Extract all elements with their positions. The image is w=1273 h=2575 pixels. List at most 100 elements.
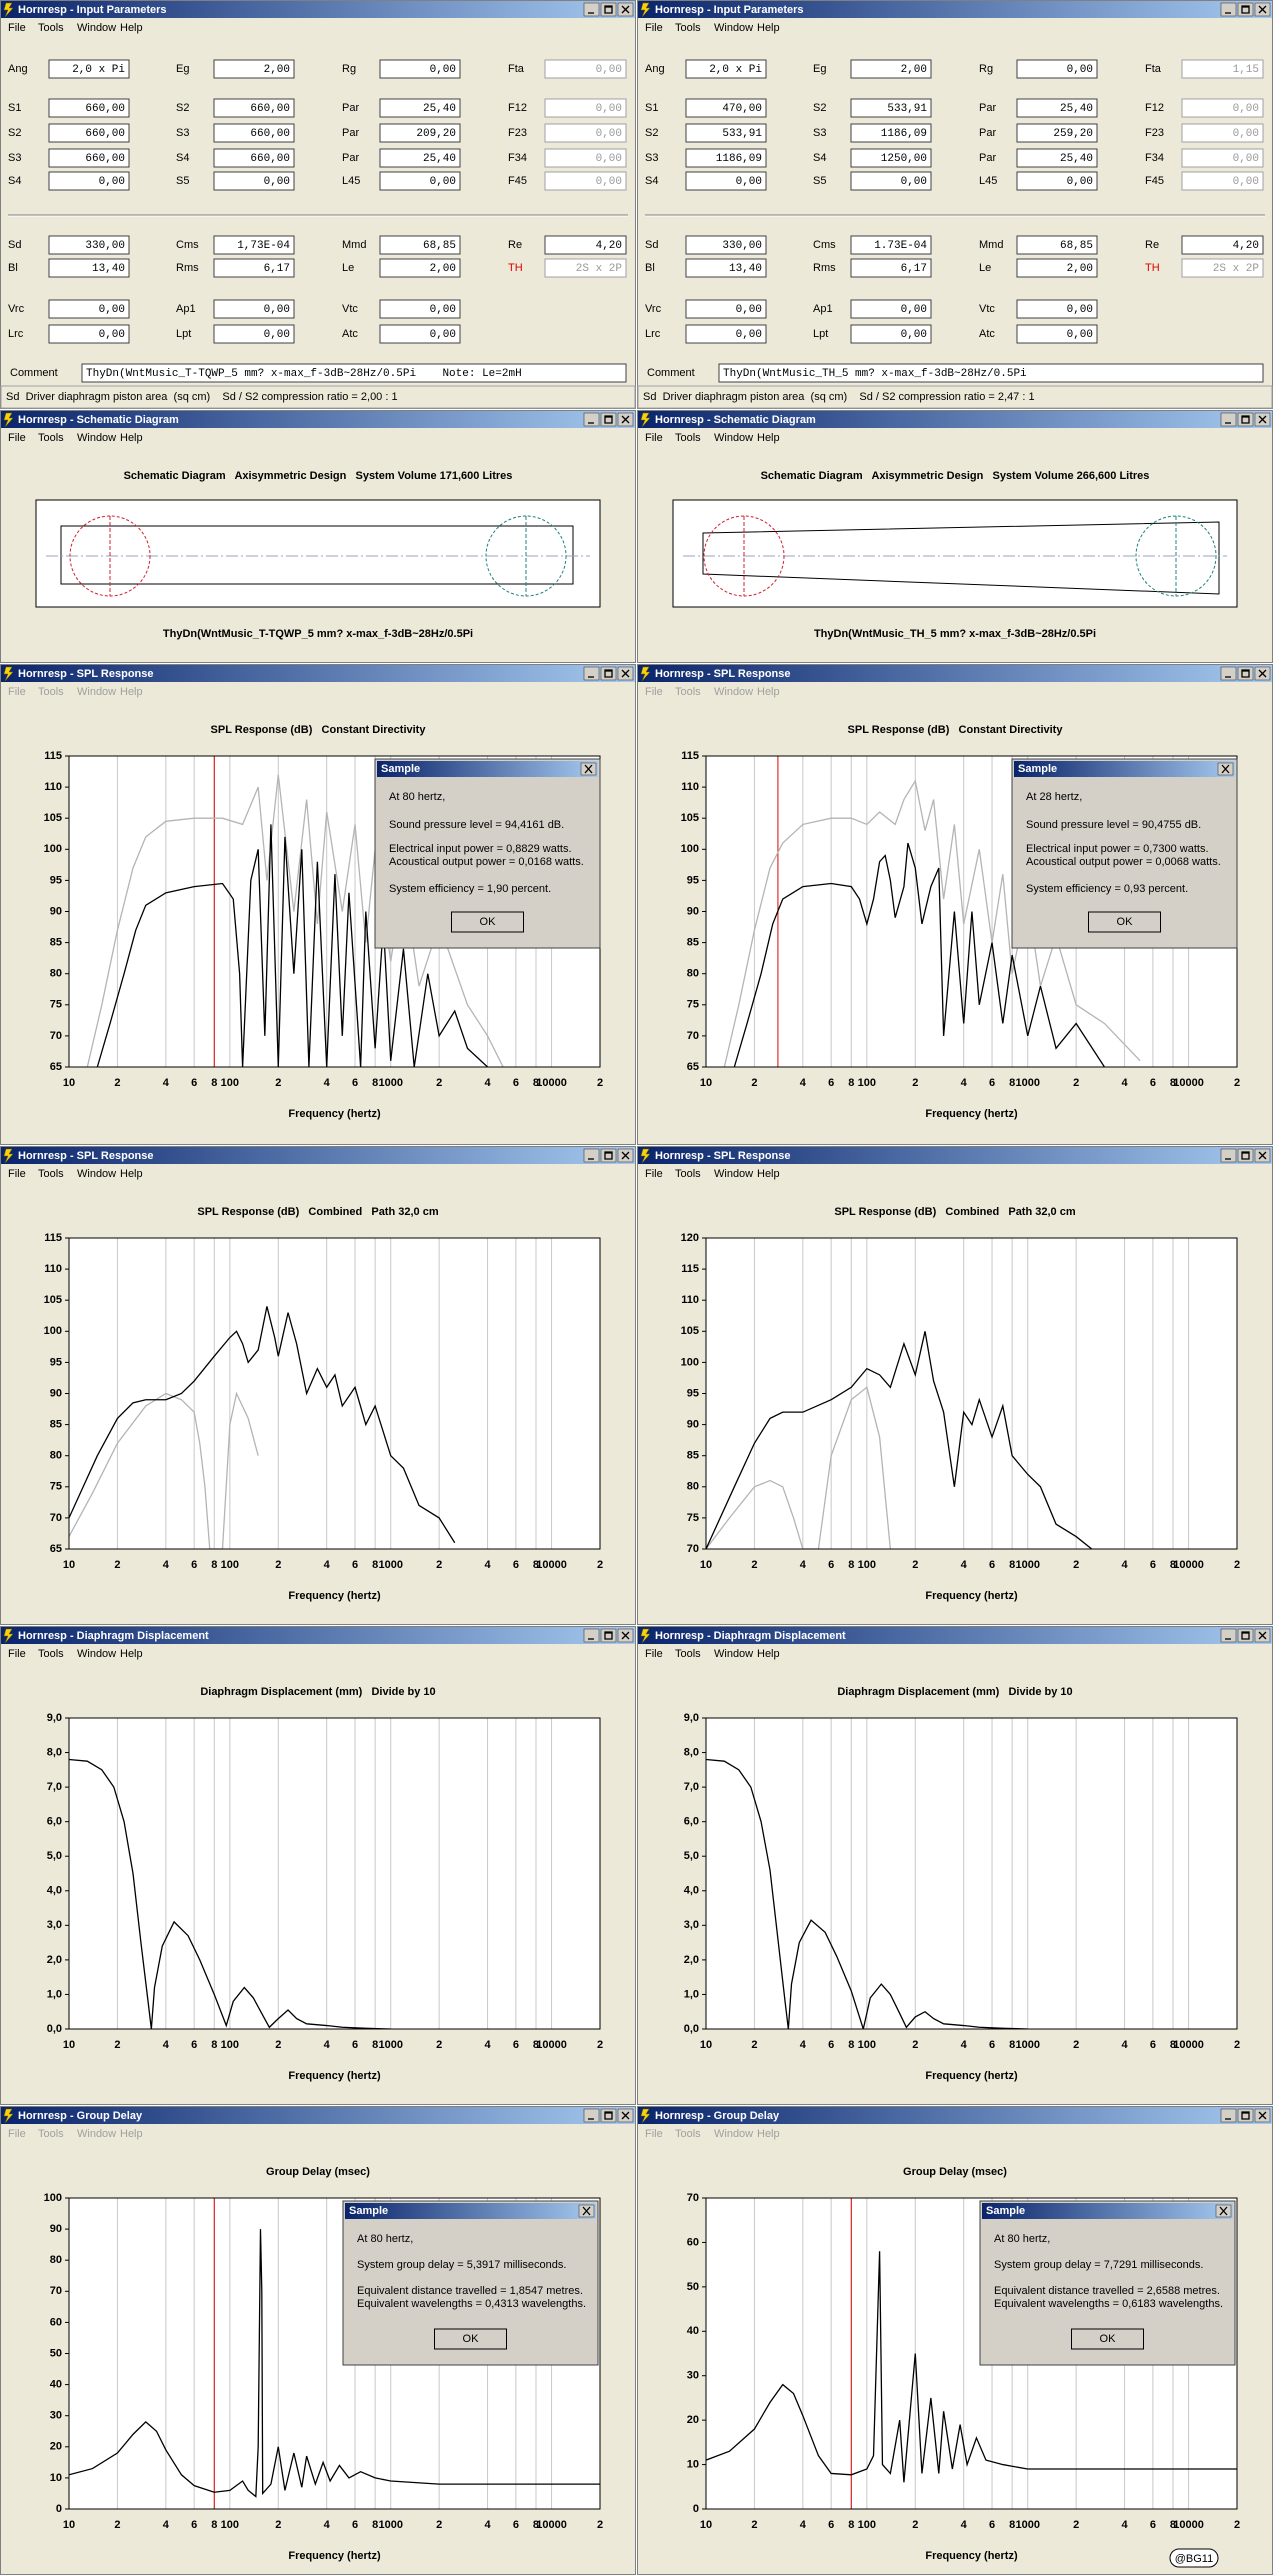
field-box[interactable] [685,171,767,191]
field-box[interactable] [379,258,461,278]
minimize-button[interactable] [1220,412,1237,427]
maximize-button[interactable] [600,1148,617,1163]
menu-item[interactable]: Help [120,1648,143,1660]
field-box[interactable] [379,148,461,168]
minimize-button[interactable] [583,2108,600,2123]
menu-item[interactable]: File [8,2128,26,2140]
ok-button[interactable] [1071,2328,1144,2350]
menu-item[interactable]: Window [77,432,116,444]
menu-item[interactable]: File [8,432,26,444]
menu-item[interactable]: Tools [675,1648,701,1660]
menu-item[interactable]: Tools [38,2128,64,2140]
field-box[interactable] [1016,59,1098,79]
maximize-button[interactable] [600,2,617,17]
field-box[interactable] [48,324,130,344]
field-box[interactable] [850,123,932,143]
minimize-button[interactable] [583,1148,600,1163]
minimize-button[interactable] [1220,666,1237,681]
ok-button[interactable] [1088,911,1161,933]
field-box[interactable] [1016,148,1098,168]
field-box[interactable] [379,235,461,255]
field-box[interactable] [213,59,295,79]
maximize-button[interactable] [600,2108,617,2123]
maximize-button[interactable] [1237,1148,1254,1163]
maximize-button[interactable] [1237,1628,1254,1643]
menu-item[interactable]: Tools [38,1648,64,1660]
field-box[interactable] [685,324,767,344]
field-box[interactable] [685,299,767,319]
field-box[interactable] [379,59,461,79]
field-box[interactable] [1016,171,1098,191]
maximize-button[interactable] [1237,2,1254,17]
comment-box[interactable] [718,363,1264,383]
field-box[interactable] [850,299,932,319]
menu-item[interactable]: Window [77,2128,116,2140]
menu-item[interactable]: File [645,22,663,34]
menu-item[interactable]: Window [714,1648,753,1660]
menu-item[interactable]: Window [714,22,753,34]
field-box[interactable] [1016,258,1098,278]
field-box[interactable] [48,171,130,191]
minimize-button[interactable] [583,2,600,17]
maximize-button[interactable] [600,412,617,427]
minimize-button[interactable] [1220,2,1237,17]
minimize-button[interactable] [1220,1628,1237,1643]
menu-item[interactable]: Window [77,22,116,34]
menu-item[interactable]: Window [714,686,753,698]
menu-item[interactable]: File [645,2128,663,2140]
ok-button[interactable] [434,2328,507,2350]
maximize-button[interactable] [1237,666,1254,681]
field-box[interactable] [685,98,767,118]
menu-item[interactable]: Tools [675,22,701,34]
menu-item[interactable]: File [645,1168,663,1180]
menu-item[interactable]: Tools [675,2128,701,2140]
field-box[interactable] [1181,235,1264,255]
menu-item[interactable]: File [8,686,26,698]
field-box[interactable] [379,324,461,344]
field-box[interactable] [213,148,295,168]
field-box[interactable] [1016,324,1098,344]
field-box[interactable] [1016,123,1098,143]
field-box[interactable] [379,98,461,118]
field-box[interactable] [850,324,932,344]
field-box[interactable] [685,59,767,79]
field-box[interactable] [1016,98,1098,118]
menu-item[interactable]: Tools [675,686,701,698]
menu-item[interactable]: Window [77,686,116,698]
menu-item[interactable]: Tools [38,686,64,698]
ok-label[interactable]: OK [463,2333,480,2345]
field-box[interactable] [685,258,767,278]
menu-item[interactable]: Help [757,686,780,698]
field-box[interactable] [213,171,295,191]
menu-item[interactable]: Tools [675,1168,701,1180]
field-box[interactable] [48,123,130,143]
minimize-button[interactable] [583,666,600,681]
ok-label[interactable]: OK [1117,916,1134,928]
field-box[interactable] [1016,235,1098,255]
field-box[interactable] [213,123,295,143]
field-box[interactable] [850,258,932,278]
field-box[interactable] [379,299,461,319]
maximize-button[interactable] [600,1628,617,1643]
menu-item[interactable]: Help [757,22,780,34]
menu-item[interactable]: Help [120,1168,143,1180]
menu-item[interactable]: Tools [38,1168,64,1180]
menu-item[interactable]: Help [120,2128,143,2140]
maximize-button[interactable] [600,666,617,681]
field-box[interactable] [213,235,295,255]
menu-item[interactable]: Tools [675,432,701,444]
minimize-button[interactable] [583,1628,600,1643]
ok-button[interactable] [451,911,524,933]
field-box[interactable] [48,258,130,278]
field-box[interactable] [1016,299,1098,319]
menu-item[interactable]: Tools [38,432,64,444]
menu-item[interactable]: Help [120,432,143,444]
menu-item[interactable]: Window [77,1168,116,1180]
menu-item[interactable]: Window [714,432,753,444]
menu-item[interactable]: File [645,686,663,698]
comment-box[interactable] [81,363,627,383]
minimize-button[interactable] [1220,1148,1237,1163]
maximize-button[interactable] [1237,412,1254,427]
maximize-button[interactable] [1237,2108,1254,2123]
field-box[interactable] [685,148,767,168]
